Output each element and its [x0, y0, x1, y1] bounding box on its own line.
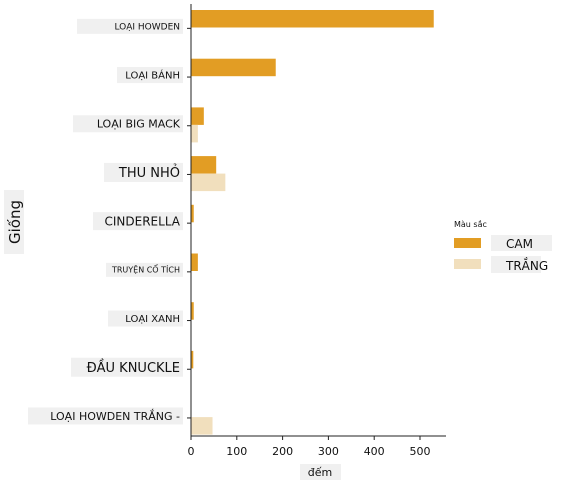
bar-cam-dau-knuckle	[191, 350, 194, 369]
legend-swatch-trang	[454, 259, 481, 269]
x-axis-ticks: 0 100 200 300 400 500	[188, 436, 431, 458]
x-tick-label: 400	[364, 445, 385, 458]
legend-label-bg-cam	[491, 235, 552, 251]
x-tick-label: 300	[318, 445, 339, 458]
bar-cam-thu-nho	[191, 156, 217, 174]
bar-cam-loai-howden	[191, 10, 434, 28]
category-label-bg-loai-howden	[77, 18, 183, 34]
category-label-truyen-co-tich: TRUYỆN CỔ TÍCH	[111, 263, 180, 276]
category-label-bg-loai-howden-trang	[28, 407, 183, 425]
bar-cam-loai-xanh	[191, 302, 194, 320]
bars-group	[191, 10, 434, 435]
bar-cam-loai-big-mack	[191, 107, 204, 125]
legend: Màu sắc CAM TRẮNG	[454, 219, 552, 273]
x-tick-label: 200	[272, 445, 293, 458]
x-axis-title-bg	[300, 464, 341, 480]
x-tick-label: 0	[188, 445, 195, 458]
legend-label-bg-trang	[491, 256, 541, 273]
bar-trang-loai-big-mack	[191, 124, 198, 143]
y-axis-title: Giống	[6, 200, 24, 244]
category-label-bg-dau-knuckle	[71, 357, 183, 377]
category-label-bg-loai-xanh	[108, 310, 183, 327]
category-label-dau-knuckle: ĐẦU KNUCKLE	[87, 359, 180, 376]
legend-title: Màu sắc	[454, 219, 487, 229]
bar-cam-cinderella	[191, 204, 194, 223]
bar-cam-truyen-co-tich	[191, 253, 198, 271]
legend-swatch-cam	[454, 238, 481, 248]
category-label-loai-banh: LOẠI BÁNH	[125, 69, 180, 82]
category-label-loai-xanh: LOẠI XANH	[125, 314, 180, 325]
category-label-bg-cinderella	[93, 212, 183, 231]
category-label-bg-truyen-co-tich	[106, 262, 183, 277]
category-labels: LOẠI HOWDEN LOẠI BÁNH LOẠI BIG MACK THU NHỎ…	[28, 18, 191, 425]
category-label-cinderella: CINDERELLA	[105, 214, 181, 228]
bar-trang-loai-howden-trang	[191, 417, 213, 435]
legend-label-cam: CAM	[506, 237, 533, 251]
category-label-loai-big-mack: LOẠI BIG MACK	[97, 118, 181, 131]
category-label-bg-loai-banh	[117, 67, 183, 84]
legend-label-trang: TRẮNG	[505, 257, 548, 273]
x-axis-title: đếm	[308, 466, 332, 479]
x-tick-label: 100	[226, 445, 247, 458]
category-label-bg-loai-big-mack	[73, 115, 183, 133]
x-tick-label: 500	[410, 445, 431, 458]
y-axis-title-bg	[4, 190, 24, 254]
category-label-loai-howden: LOẠI HOWDEN	[114, 23, 180, 33]
bar-cam-loai-banh	[191, 58, 276, 77]
bar-trang-thu-nho	[191, 173, 226, 192]
category-label-bg-thu-nho	[104, 162, 183, 182]
category-label-loai-howden-trang: LOẠI HOWDEN TRẮNG -	[50, 409, 180, 423]
category-label-thu-nho: THU NHỎ	[118, 164, 180, 181]
